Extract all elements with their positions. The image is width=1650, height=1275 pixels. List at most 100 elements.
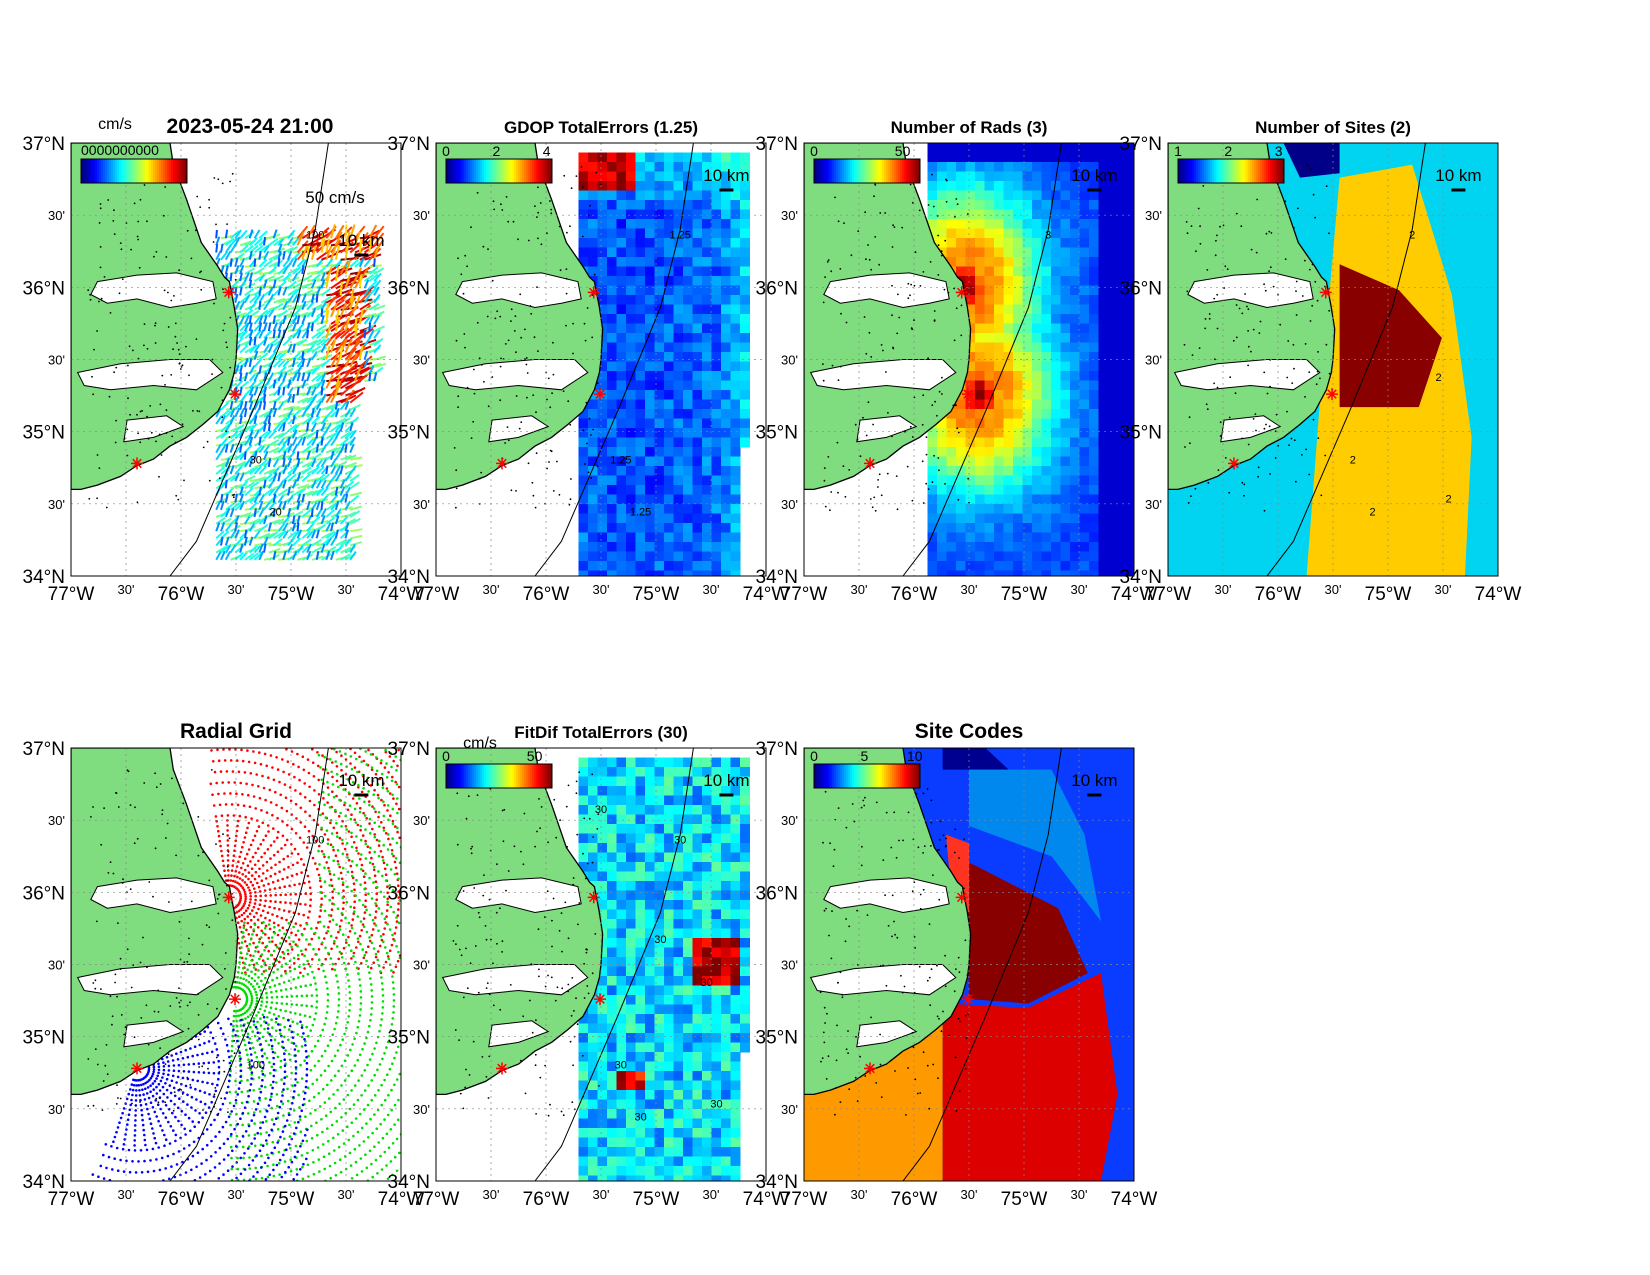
grid-cell bbox=[607, 447, 617, 457]
coast-dot bbox=[496, 310, 499, 313]
current-vector bbox=[229, 543, 237, 554]
current-vector bbox=[273, 238, 284, 247]
current-vector bbox=[368, 372, 372, 382]
current-vector bbox=[301, 396, 313, 404]
radial-grid-point bbox=[294, 943, 298, 946]
grid-cell bbox=[597, 466, 608, 476]
grid-cell bbox=[965, 257, 976, 267]
current-vector bbox=[297, 483, 310, 490]
grid-cell bbox=[994, 409, 1004, 419]
grid-cell bbox=[994, 475, 1004, 486]
grid-cell bbox=[721, 333, 731, 343]
current-vector bbox=[335, 539, 347, 547]
current-vector bbox=[267, 458, 272, 468]
grid-cell bbox=[1070, 314, 1080, 324]
contour-label: 1.25 bbox=[669, 229, 690, 241]
grid-cell bbox=[654, 561, 665, 571]
grid-cell bbox=[1013, 228, 1023, 239]
grid-cell bbox=[616, 247, 627, 258]
radial-grid-point bbox=[297, 765, 300, 769]
grid-cell bbox=[664, 352, 674, 362]
radial-grid-point bbox=[391, 775, 394, 779]
grid-cell bbox=[956, 418, 966, 429]
grid-cell bbox=[1060, 532, 1071, 543]
grid-cell bbox=[1127, 352, 1134, 362]
grid-cell bbox=[1041, 143, 1052, 153]
grid-cell bbox=[1051, 285, 1061, 296]
grid-cell bbox=[1022, 209, 1033, 220]
grid-cell bbox=[975, 437, 985, 448]
grid-cell bbox=[1032, 295, 1042, 305]
grid-cell bbox=[578, 456, 589, 467]
radial-grid-point bbox=[329, 821, 332, 825]
coast-dot bbox=[499, 365, 502, 368]
lon-tick-label: 77°W bbox=[48, 584, 95, 605]
current-vector bbox=[253, 358, 262, 368]
coast-dot bbox=[839, 365, 842, 368]
grid-cell bbox=[1051, 219, 1061, 229]
grid-cell bbox=[1089, 152, 1099, 163]
grid-cell bbox=[975, 504, 985, 514]
coast-dot bbox=[1263, 427, 1266, 430]
current-vector bbox=[253, 493, 260, 504]
current-vector bbox=[335, 461, 347, 468]
current-vector bbox=[311, 303, 323, 311]
grid-cell bbox=[740, 190, 750, 201]
coast-dot bbox=[824, 505, 827, 508]
radial-grid-point bbox=[258, 1007, 262, 1011]
grid-cell bbox=[1079, 209, 1090, 220]
current-vector bbox=[358, 345, 364, 360]
axes-frame bbox=[803, 142, 1135, 577]
radial-grid-point bbox=[250, 874, 254, 877]
current-vector bbox=[258, 365, 263, 375]
grid-cell bbox=[1032, 437, 1042, 448]
current-vector bbox=[220, 550, 226, 561]
radial-grid-point bbox=[235, 981, 239, 984]
radial-grid-point bbox=[274, 900, 277, 903]
current-vector bbox=[334, 515, 340, 525]
grid-cell bbox=[975, 228, 985, 239]
current-vector bbox=[225, 522, 233, 532]
grid-cell bbox=[965, 561, 976, 571]
coast-dot bbox=[539, 202, 542, 204]
grid-cell bbox=[946, 532, 957, 543]
radial-grid-point bbox=[239, 908, 242, 911]
grid-cell bbox=[721, 209, 731, 220]
current-vector bbox=[277, 336, 284, 346]
current-vector bbox=[311, 515, 321, 525]
grid-cell bbox=[645, 561, 655, 571]
current-vector bbox=[301, 530, 312, 540]
grid-cell bbox=[692, 314, 703, 324]
current-vector bbox=[311, 538, 323, 547]
grid-cell bbox=[965, 523, 976, 533]
grid-cell bbox=[1032, 266, 1042, 277]
radial-grid-point bbox=[374, 810, 377, 814]
grid-cell bbox=[1003, 181, 1014, 191]
grid-cell bbox=[965, 532, 976, 543]
grid-cell bbox=[702, 523, 712, 533]
coast-dot bbox=[491, 279, 494, 282]
radial-grid-point bbox=[271, 813, 274, 817]
grid-cell bbox=[1051, 209, 1061, 220]
current-vector bbox=[320, 393, 327, 404]
grid-cell bbox=[673, 295, 684, 305]
coast-dot bbox=[1199, 225, 1201, 228]
coast-dot bbox=[1216, 293, 1219, 296]
current-vector bbox=[325, 245, 333, 261]
grid-cell bbox=[692, 399, 703, 410]
coast-dot bbox=[864, 211, 867, 214]
grid-cell bbox=[994, 333, 1004, 343]
current-vector bbox=[248, 386, 255, 396]
grid-cell bbox=[664, 162, 674, 172]
current-vector bbox=[287, 293, 295, 304]
radial-grid-point bbox=[239, 1013, 243, 1017]
current-vector bbox=[310, 293, 315, 303]
current-vector bbox=[325, 436, 334, 447]
radial-grid-point bbox=[258, 937, 262, 941]
radial-grid-point bbox=[338, 836, 342, 840]
grid-cell bbox=[1070, 523, 1080, 533]
grid-cell bbox=[994, 171, 1004, 182]
radial-grid-point bbox=[332, 826, 336, 830]
grid-cell bbox=[607, 504, 617, 514]
